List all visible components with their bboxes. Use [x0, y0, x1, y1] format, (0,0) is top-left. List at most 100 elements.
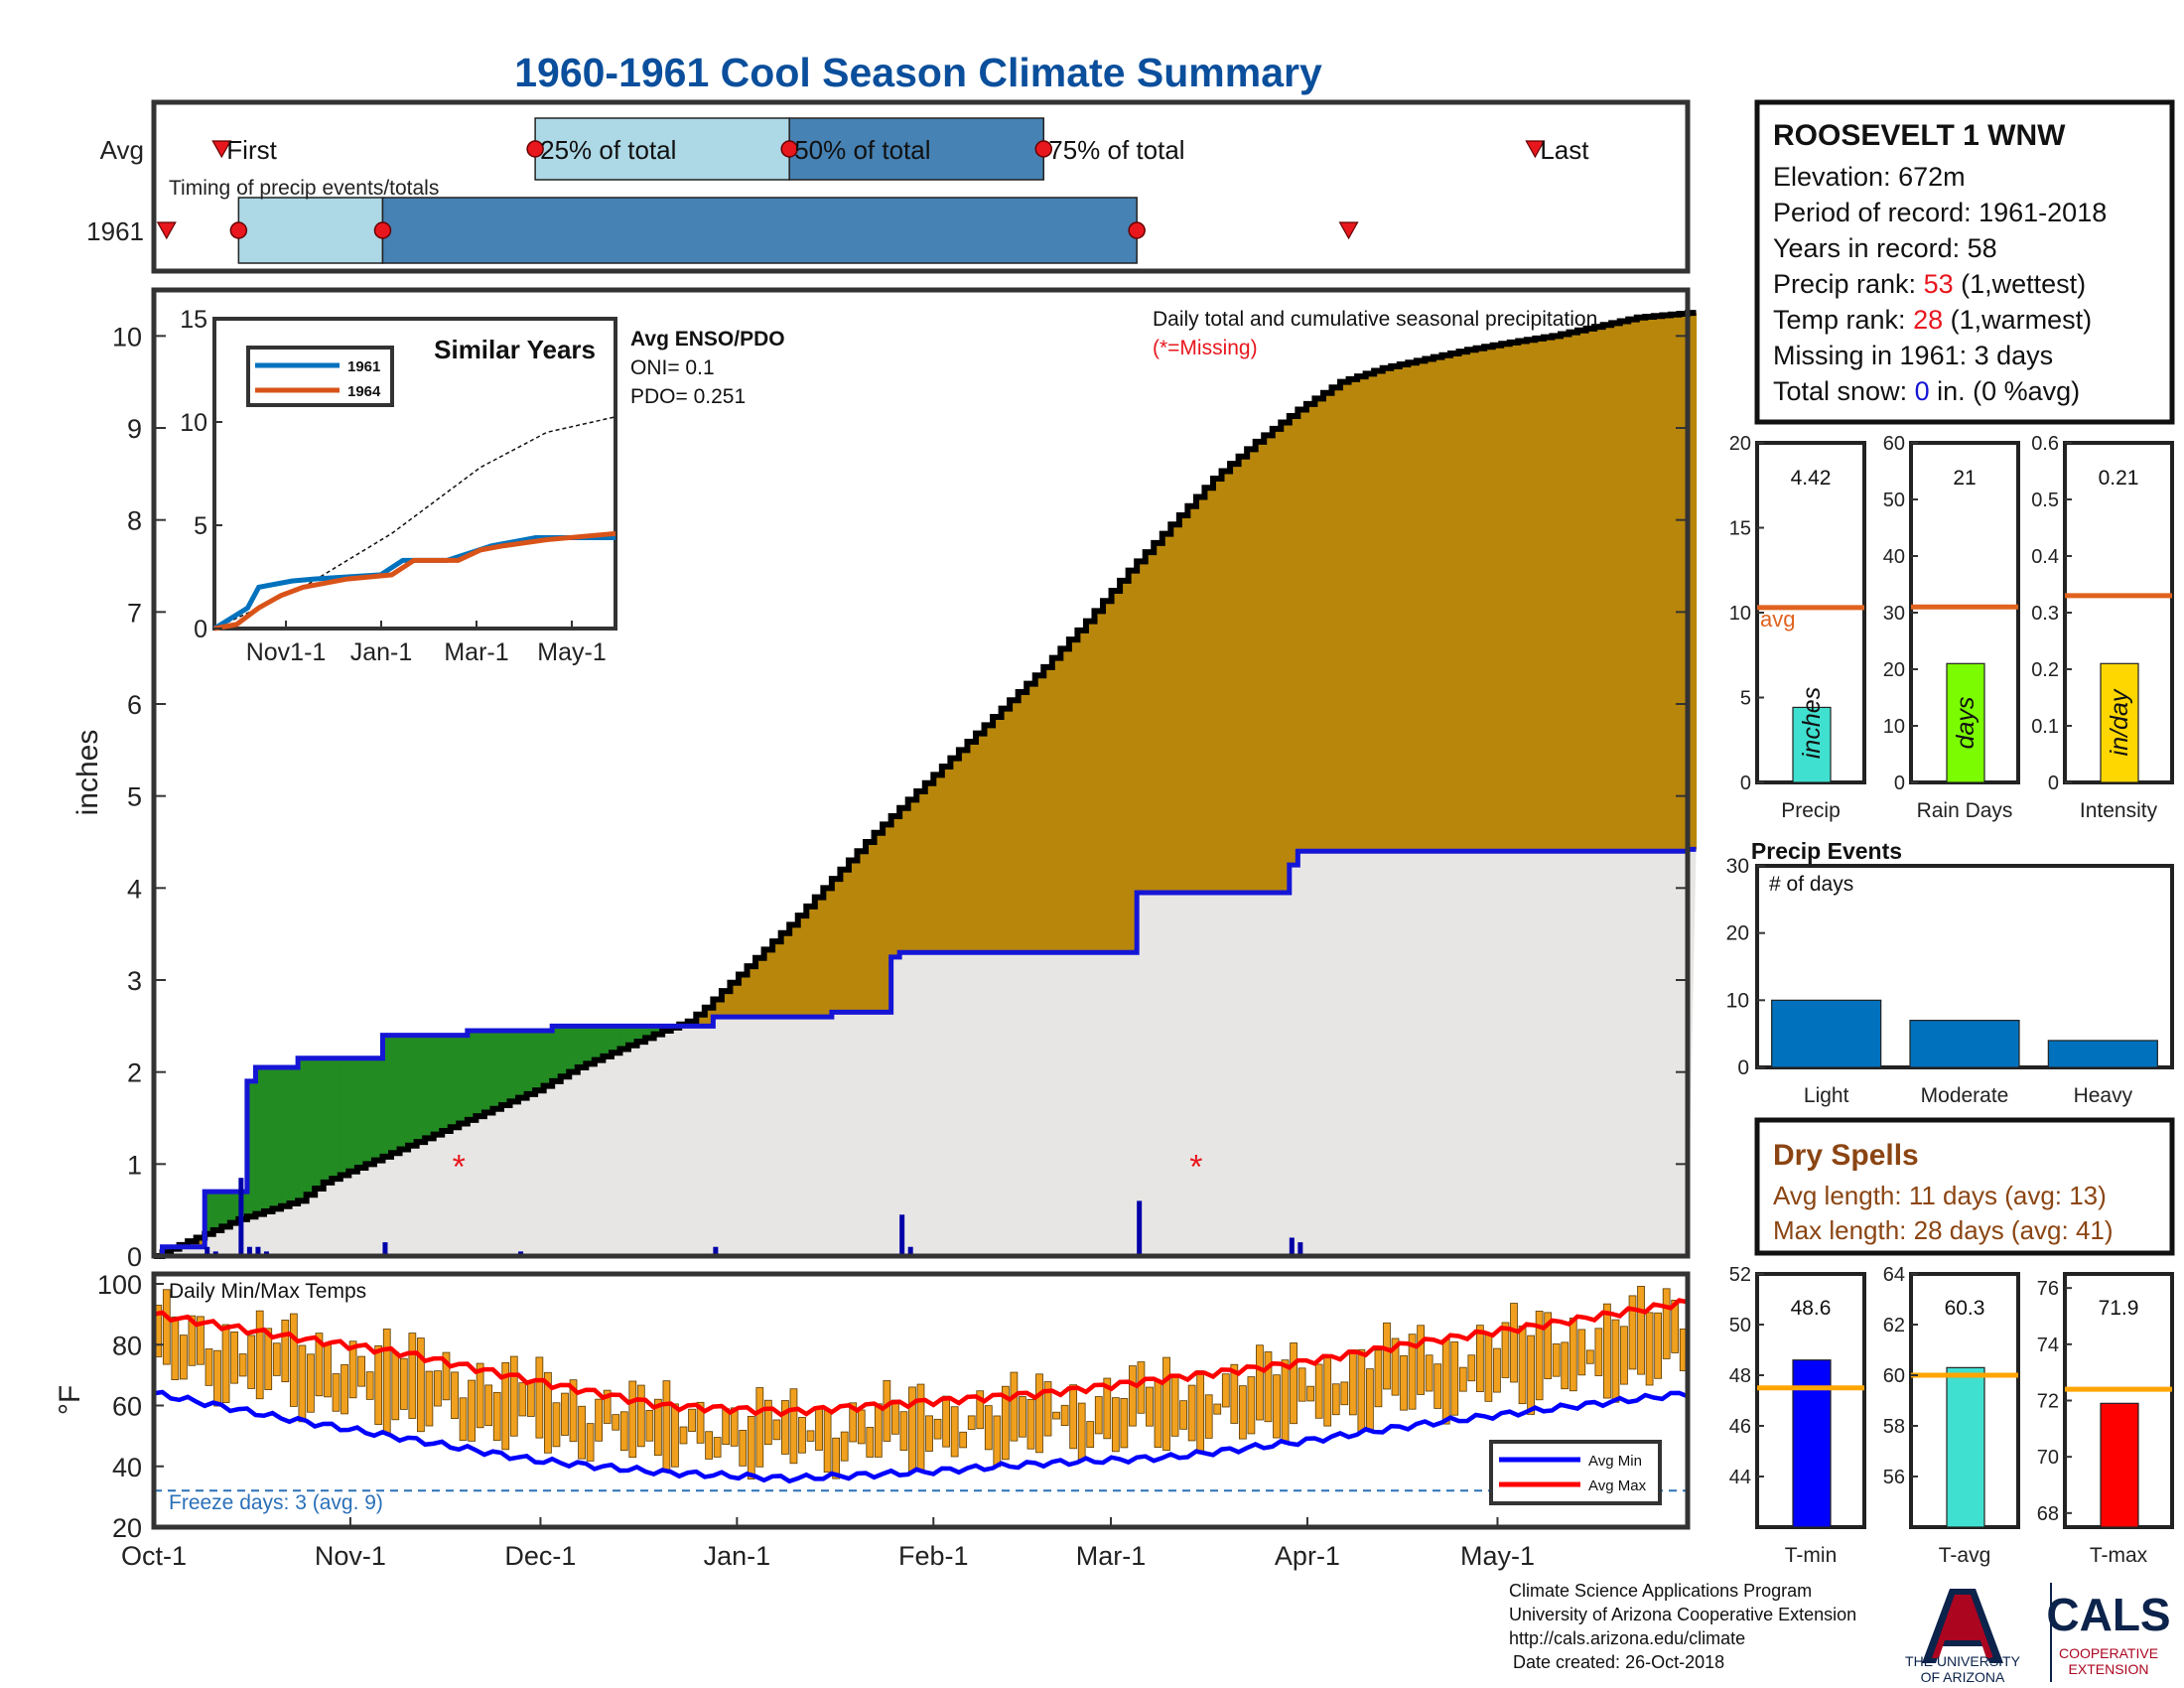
tmax-y-tick-label: 76 — [2037, 1278, 2059, 1300]
year-p25-marker — [229, 221, 248, 239]
deficit-area-day — [730, 982, 740, 1018]
surplus-area-day — [212, 1192, 222, 1231]
deficit-area-day — [1391, 365, 1401, 852]
deficit-area-day — [1357, 376, 1367, 852]
daily-temp-bar — [1366, 1368, 1374, 1431]
station-years: Years in record: 58 — [1773, 233, 1997, 263]
inset-avg-line — [213, 416, 616, 630]
deficit-area-day — [1314, 398, 1324, 852]
deficit-area-day — [1509, 342, 1519, 852]
surplus-area-day — [408, 1035, 418, 1146]
precip-y-tick-label: 6 — [127, 690, 142, 720]
temp-y-tick-label: 40 — [112, 1453, 142, 1482]
surplus-area-day — [500, 1030, 511, 1106]
surplus-area-day — [442, 1035, 452, 1131]
deficit-area-day — [1458, 352, 1468, 852]
daily-temp-bar — [1383, 1322, 1391, 1390]
timing-first-label: First — [226, 135, 277, 165]
surplus-area-day — [416, 1035, 426, 1143]
rain_days-y-tick-label: 0 — [1894, 773, 1905, 794]
tmin-label: T-min — [1785, 1544, 1838, 1567]
surplus-area-day — [586, 1026, 596, 1064]
deficit-area-day — [1636, 317, 1646, 852]
intensity-y-tick-label: 0.6 — [2031, 433, 2059, 455]
avg-p75-marker — [1034, 140, 1053, 158]
ua-line-2: OF ARIZONA — [1921, 1669, 2005, 1685]
deficit-area-day — [1154, 542, 1163, 893]
deficit-area-day — [933, 774, 943, 953]
daily-temp-bar — [238, 1353, 247, 1377]
daily-temp-bar — [526, 1379, 535, 1417]
daily-temp-bar — [171, 1316, 180, 1380]
deficit-area-day — [950, 758, 960, 953]
avg-max-line — [153, 1298, 1689, 1418]
daily-temp-bar — [1476, 1325, 1484, 1392]
daily-precip-bar — [382, 1242, 388, 1256]
surplus-area-day — [373, 1057, 384, 1161]
daily-temp-bar — [213, 1349, 221, 1407]
tmax-y-tick-label: 70 — [2037, 1447, 2059, 1469]
deficit-area-day — [1501, 344, 1511, 852]
precip-bar — [1792, 706, 1832, 783]
daily-temp-bar — [933, 1418, 942, 1440]
deficit-area-day — [1178, 515, 1188, 893]
daily-temp-bar — [1510, 1303, 1518, 1383]
footer-line-3: http://cals.arizona.edu/climate — [1509, 1628, 1745, 1648]
tavg-y-tick-label: 56 — [1883, 1467, 1905, 1488]
daily-temp-bar — [348, 1340, 357, 1399]
deficit-area-day — [958, 750, 969, 953]
daily-temp-bar — [1129, 1365, 1137, 1427]
daily-temp-bar — [1230, 1363, 1239, 1424]
dry-spells-avg: Avg length: 11 days (avg: 13) — [1773, 1181, 2107, 1210]
surplus-area-day — [483, 1030, 494, 1113]
daily-temp-bar — [1043, 1381, 1052, 1437]
month-tick-label: Mar-1 — [1076, 1541, 1147, 1571]
surplus-area-day — [425, 1035, 435, 1139]
deficit-area-day — [1340, 381, 1350, 852]
coop-line-2: EXTENSION — [2069, 1661, 2149, 1677]
total-snow: Total snow: 0 in. (0 %avg) — [1773, 376, 2080, 406]
daily-temp-bar — [459, 1397, 468, 1441]
daily-temp-bar — [840, 1431, 849, 1462]
daily-temp-bar — [899, 1411, 908, 1452]
daily-temp-bar — [289, 1313, 298, 1407]
daily-temp-bar — [188, 1315, 197, 1366]
inset-y-tick-label: 5 — [194, 512, 207, 540]
cals-text: CALS — [2046, 1589, 2170, 1640]
daily-temp-bar — [501, 1361, 510, 1451]
temp-y-tick-label: 100 — [97, 1270, 142, 1300]
surplus-area-day — [365, 1057, 375, 1165]
coop-line-1: COOPERATIVE — [2059, 1645, 2158, 1661]
deficit-area-day — [755, 957, 765, 1018]
surplus-area-day — [399, 1035, 409, 1150]
deficit-area-day — [874, 832, 884, 1013]
daily-temp-bar — [781, 1400, 789, 1455]
deficit-area-day — [1264, 435, 1274, 893]
surplus-area-day — [221, 1192, 231, 1227]
deficit-area-day — [1043, 666, 1053, 953]
missing-note: (*=Missing) — [1153, 337, 1258, 359]
daily-temp-bar — [1001, 1385, 1010, 1461]
daily-temp-bar — [1331, 1383, 1340, 1416]
daily-precip-bar — [1297, 1242, 1303, 1256]
deficit-area-day — [1111, 591, 1121, 953]
deficit-area-day — [1195, 496, 1206, 893]
deficit-area-day — [1408, 362, 1418, 852]
daily-precip-bar — [238, 1178, 244, 1256]
deficit-area-day — [1026, 683, 1036, 953]
daily-temp-bar — [874, 1403, 883, 1458]
temp-legend — [1489, 1440, 1662, 1505]
precip-y-tick-label: 3 — [127, 966, 142, 996]
avg-q2-box — [788, 117, 1045, 181]
daily-temp-bar — [1408, 1334, 1417, 1410]
daily-temp-bar — [180, 1335, 188, 1380]
page-title: 1960-1961 Cool Season Climate Summary — [514, 50, 1322, 95]
daily-temp-bar — [1111, 1397, 1120, 1453]
timing-avg-label: Avg — [100, 135, 144, 165]
daily-temp-bar — [1357, 1348, 1366, 1433]
deficit-area-day — [797, 915, 807, 1018]
precip-y-tick-label: 5 — [1740, 688, 1751, 710]
year-p75-marker — [1128, 221, 1146, 239]
surplus-area-day — [569, 1026, 579, 1072]
surplus-area-day — [433, 1035, 443, 1135]
